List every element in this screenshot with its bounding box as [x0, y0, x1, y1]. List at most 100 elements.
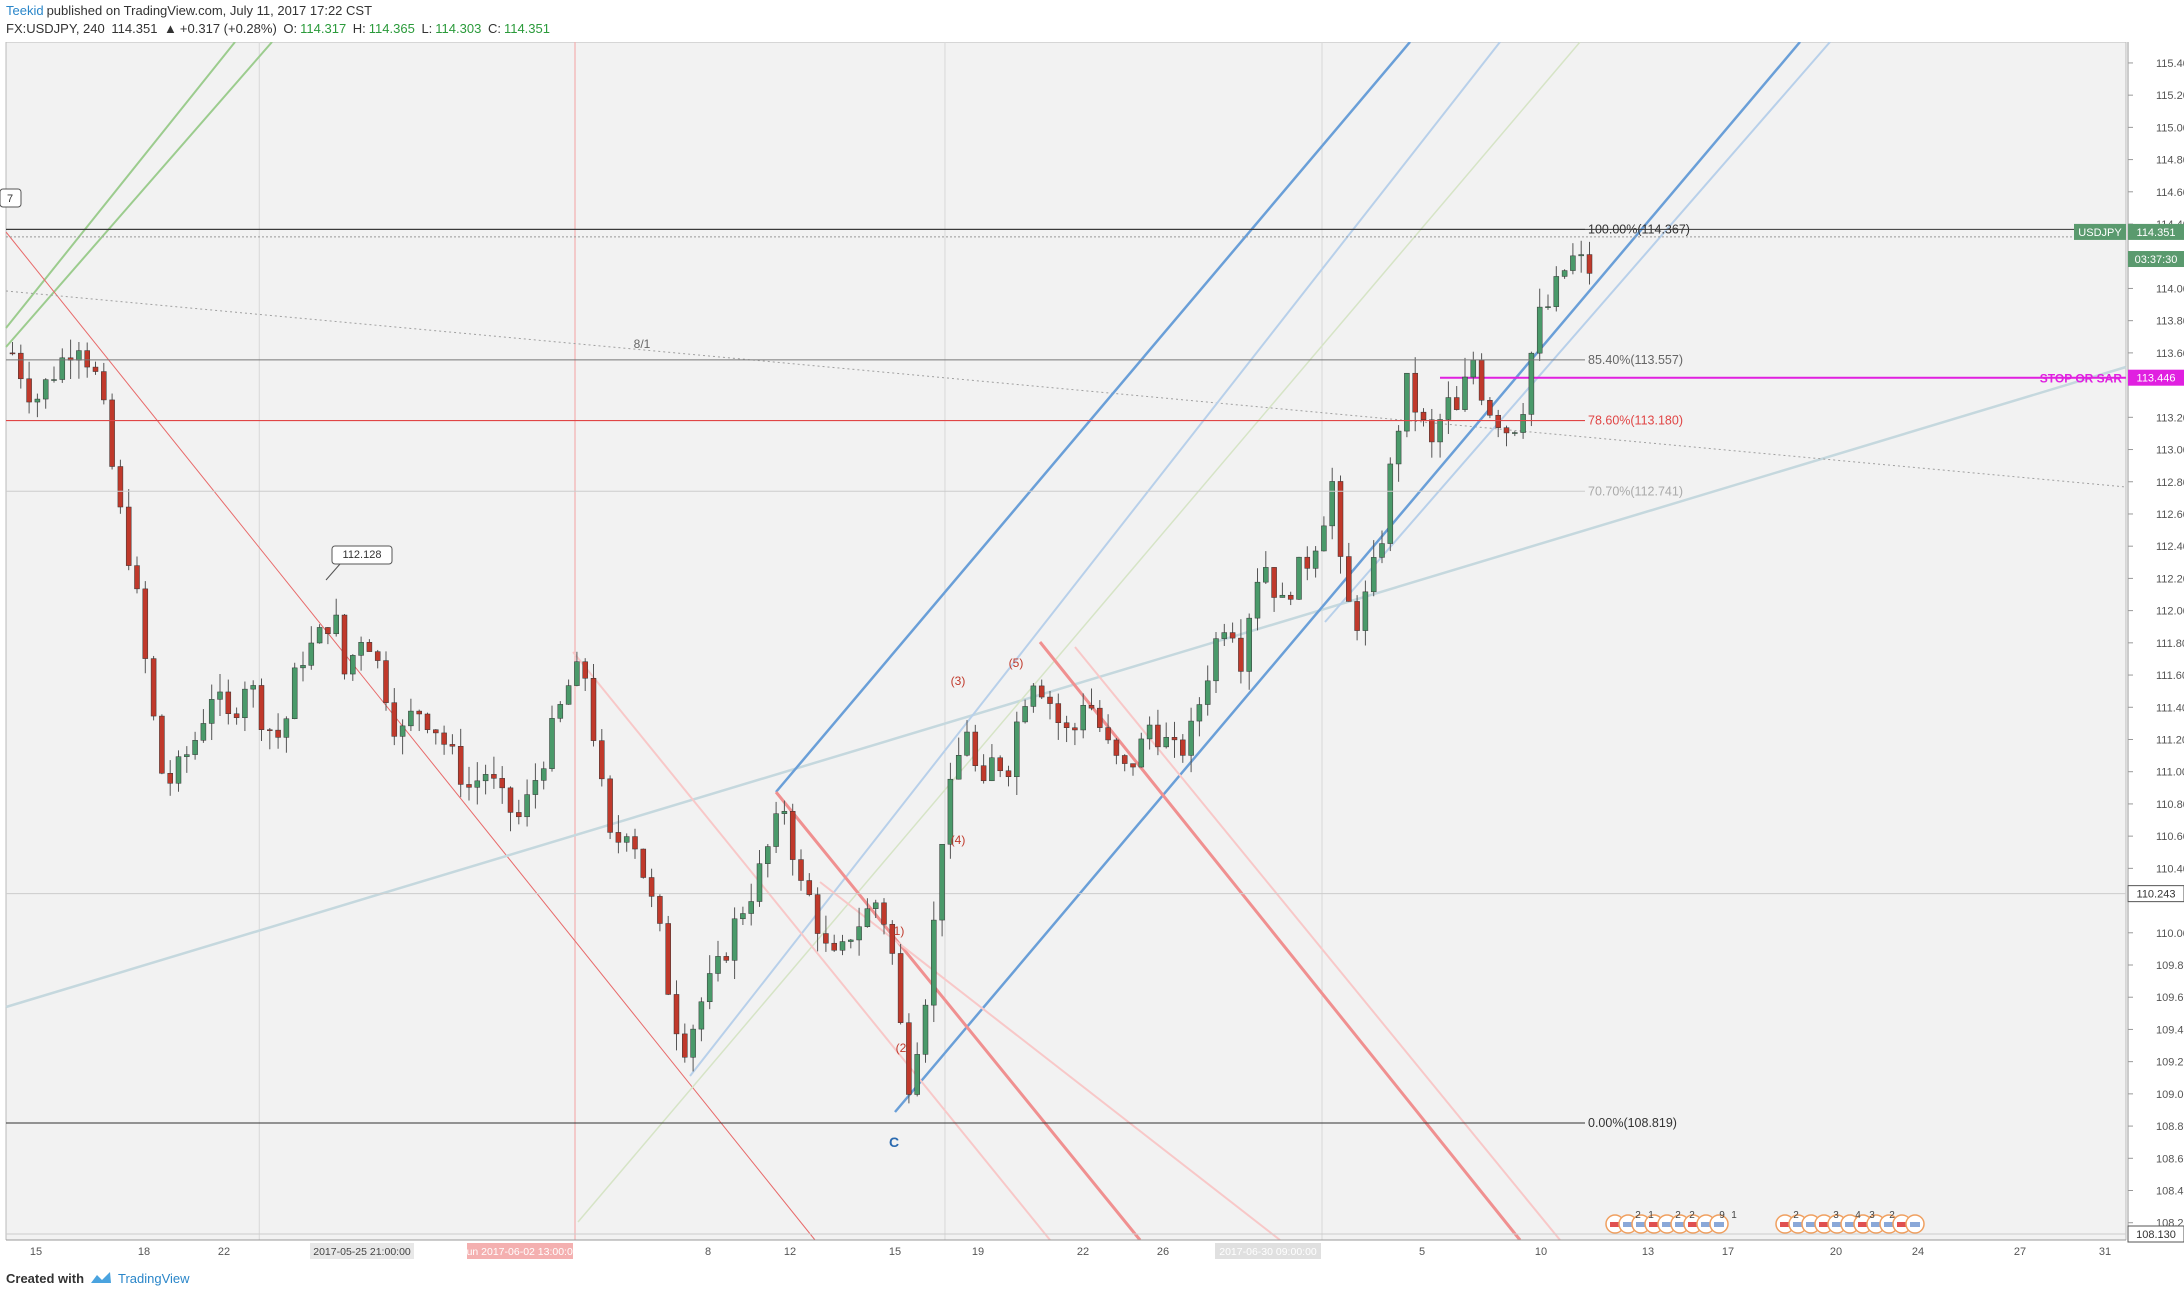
time-highlight-bg [1215, 1243, 1321, 1259]
price-tick-label: 115.400 [2156, 58, 2184, 70]
candle-body [665, 923, 671, 995]
candle-body [18, 352, 24, 380]
candle-body [433, 729, 439, 734]
candle-body [989, 757, 995, 782]
flag-icon [1793, 1222, 1803, 1227]
chart-annotation: (3) [951, 674, 966, 688]
candle-body [532, 780, 539, 795]
symbol-tag-bg [2074, 223, 2126, 240]
fib-label: 85.40%(113.557) [1588, 353, 1683, 367]
candle-body [706, 973, 713, 1003]
event-count: 3 [1833, 1210, 1839, 1221]
tradingview-link[interactable]: TradingView [118, 1271, 190, 1286]
up-arrow-icon: ▲ [164, 21, 177, 36]
candle-body [1263, 567, 1269, 583]
candle-body [101, 371, 107, 401]
candle-body [217, 691, 223, 700]
chart-annotation: C [889, 1134, 899, 1150]
author-link[interactable]: Teekid [6, 3, 44, 18]
candle-body [291, 667, 298, 719]
price-tick-label: 109.800 [2156, 960, 2184, 972]
event-count: 4 [1855, 1210, 1861, 1221]
chart-annotation: (5) [1009, 656, 1024, 670]
candle-body [1387, 463, 1394, 544]
candle-body [267, 729, 273, 731]
candle-body [1520, 414, 1526, 433]
time-highlight-label: Jun 2017-06-02 13:00:00 [461, 1246, 579, 1258]
price-tick-label: 109.200 [2156, 1057, 2184, 1069]
candle-body [26, 378, 32, 403]
candle-body [848, 939, 854, 942]
candle-body [192, 740, 198, 755]
candle-body [798, 859, 804, 881]
time-highlight-label: 2017-06-30 09:00:00 [1219, 1246, 1317, 1258]
price-tick-label: 114.000 [2156, 283, 2184, 295]
flag-icon [1675, 1222, 1685, 1227]
candle-body [1296, 556, 1302, 600]
time-tick-label: 26 [1157, 1246, 1169, 1258]
candle-body [939, 843, 945, 921]
candle-body [1204, 680, 1211, 705]
price-tick-label: 110.600 [2156, 831, 2184, 843]
price-axis[interactable]: 115.400115.200115.000114.800114.600114.4… [2127, 42, 2184, 1240]
flag-icon [1688, 1222, 1698, 1227]
event-count: 2 [1635, 1210, 1641, 1221]
candle-body [1063, 722, 1070, 728]
price-tick-label: 108.400 [2156, 1186, 2184, 1198]
candle-body [1304, 556, 1311, 569]
candle-body [906, 1022, 912, 1095]
trend-line [572, 651, 1051, 1241]
tradingview-logo-icon [91, 1272, 111, 1283]
candle-body [1470, 359, 1477, 378]
candle-body [1221, 632, 1228, 639]
price-tags: USDJPY 114.351 03:37:30 STOP OR SAR 113.446 1… [2040, 223, 2184, 1243]
candle-body [117, 466, 124, 508]
candle-body [897, 953, 904, 1023]
candle-body [574, 661, 580, 686]
time-tick-label: 12 [784, 1246, 796, 1258]
candle-body [1370, 557, 1377, 593]
candle-body [1570, 255, 1576, 271]
trend-line [577, 42, 1581, 1223]
candle-body [1395, 430, 1402, 465]
price-chart[interactable]: 100.00%(114.367) 85.40%(113.557) 78.60%(11… [0, 42, 2184, 1263]
time-axis[interactable]: 15182229812151922265101317202427312017-0… [0, 1239, 2184, 1263]
time-tick-label: 20 [1830, 1246, 1842, 1258]
candle-body [814, 894, 821, 934]
candle-body [856, 926, 862, 941]
candle-body [184, 754, 190, 757]
candle-body [1586, 254, 1593, 274]
candle-body [740, 913, 746, 920]
event-count: 2 [1793, 1210, 1799, 1221]
price-tick-label: 115.200 [2156, 90, 2184, 102]
candle-body [242, 688, 248, 719]
candle-body [673, 994, 680, 1035]
candle-body [233, 713, 240, 719]
candle-body [1138, 738, 1145, 768]
trend-line [1038, 641, 1522, 1241]
candle-body [449, 744, 456, 747]
price-tick-label: 112.800 [2156, 477, 2184, 489]
price-tick-label: 114.800 [2156, 155, 2184, 167]
candle-body [748, 901, 754, 914]
time-tick-label: 5 [1419, 1246, 1425, 1258]
candle-body [341, 614, 348, 675]
price-tag-bg [2127, 1225, 2184, 1243]
candle-body [549, 718, 555, 769]
publish-line: Teekid published on TradingView.com, July… [6, 3, 375, 18]
candle-body [416, 710, 422, 715]
price-tick-label: 109.000 [2156, 1089, 2184, 1101]
price-callout-box [331, 545, 393, 565]
price-tick-label: 111.800 [2156, 638, 2184, 650]
flag-icon [1701, 1222, 1711, 1227]
candle-body [1412, 372, 1418, 413]
event-count: 9 [1719, 1210, 1725, 1221]
candle-body [457, 746, 464, 785]
time-highlight-bg [310, 1243, 414, 1259]
candle-body [964, 731, 970, 756]
time-tick-label: 27 [2014, 1246, 2026, 1258]
time-tick-label: 31 [2099, 1246, 2111, 1258]
candle-body [283, 718, 290, 738]
flag-icon [1662, 1222, 1672, 1227]
